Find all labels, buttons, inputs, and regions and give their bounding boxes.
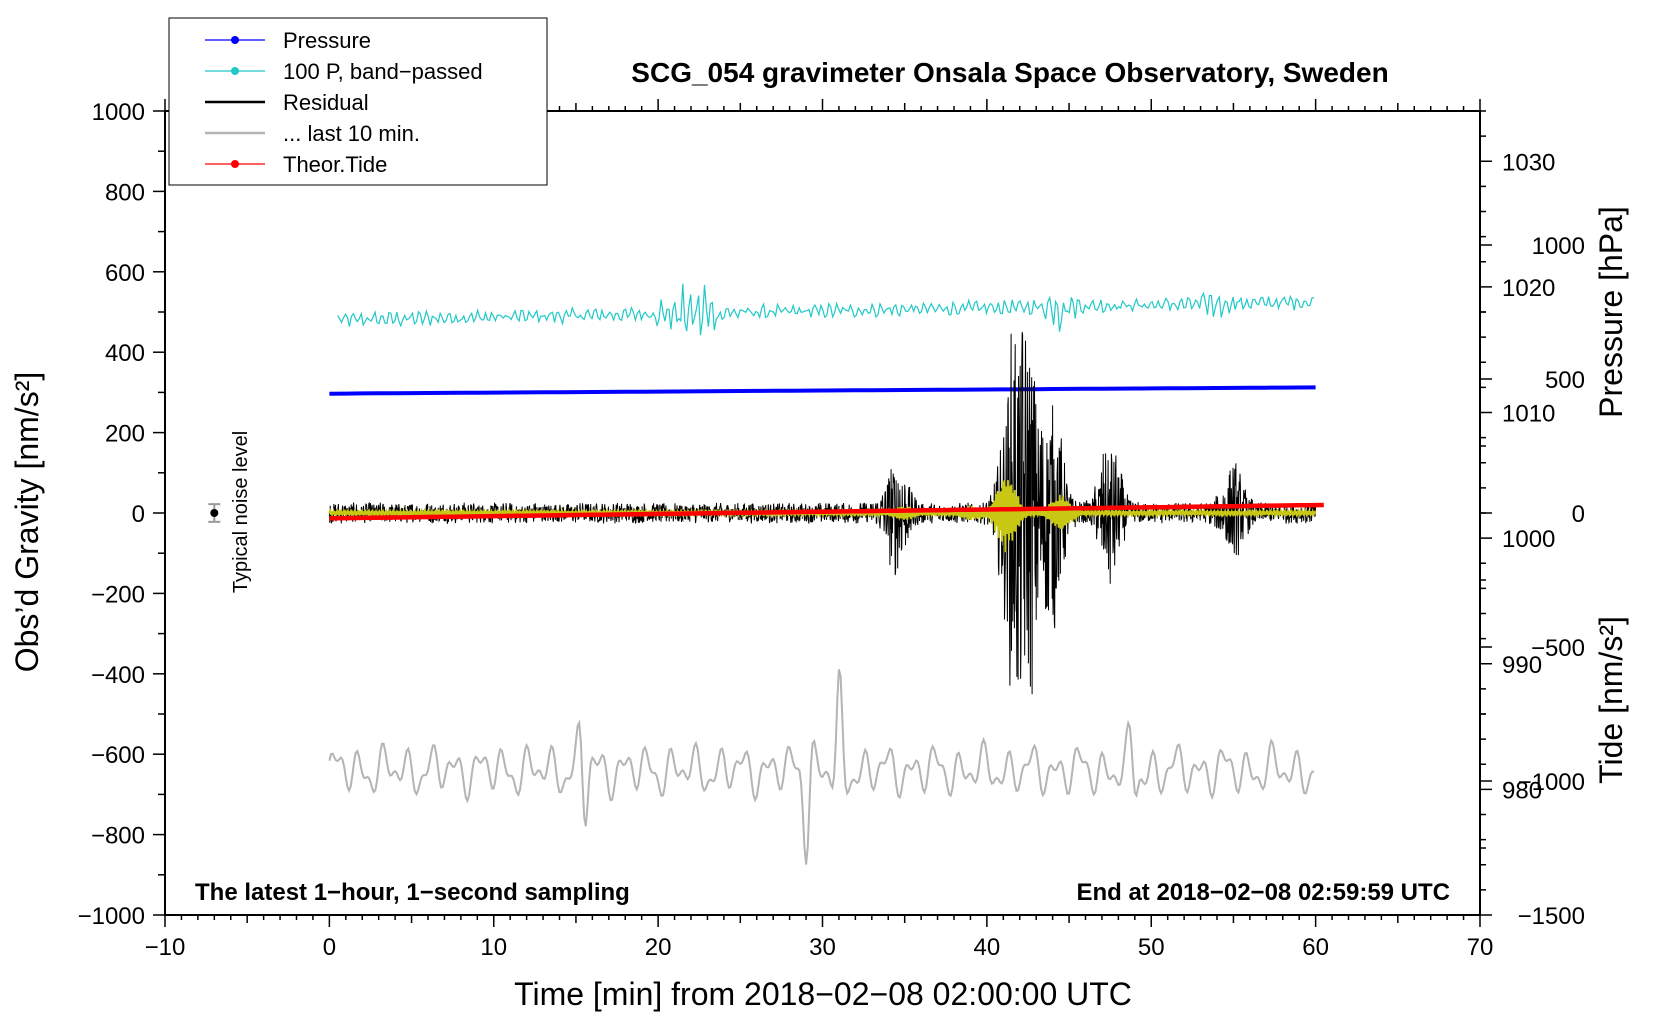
x-tick-label: 40 [974,934,1001,961]
series-last-10-min [328,669,1315,865]
x-tick-label: 0 [323,934,336,961]
pressure-tick-label: 1010 [1502,401,1555,428]
x-tick-label: 60 [1302,934,1329,961]
pressure-tick-label: 1020 [1502,275,1555,302]
pressure-tick-label: 1030 [1502,149,1555,176]
y-tick-label: −600 [91,742,145,769]
legend-label: Pressure [283,28,371,53]
tide-tick-label: 1000 [1532,233,1585,260]
y-tick-label: 600 [105,260,145,287]
pressure-tick-label: 1000 [1502,526,1555,553]
series-layer [328,283,1324,865]
y-tick-label: 800 [105,179,145,206]
tide-tick-label: −500 [1531,635,1585,662]
noise-level-marker [208,503,221,523]
tide-tick-label: −1500 [1518,903,1585,930]
annotation-sampling: The latest 1−hour, 1−second sampling [195,879,630,906]
legend-label: ... last 10 min. [283,121,420,146]
x-tick-label: 20 [645,934,672,961]
y-tick-label: 1000 [92,99,145,126]
annotation-end-time: End at 2018−02−08 02:59:59 UTC [1076,879,1450,906]
y-tick-label: −1000 [78,903,145,930]
y-axis-title-pressure: Pressure [hPa] [1593,206,1629,418]
y-tick-label: 200 [105,421,145,448]
y-axis-title-tide: Tide [nm/s²] [1593,616,1629,784]
x-tick-label: −10 [145,934,186,961]
pressure-tick-label: 980 [1502,777,1542,804]
tide-tick-label: 500 [1545,367,1585,394]
legend-label: Residual [283,90,369,115]
x-tick-label: 10 [480,934,507,961]
x-tick-label: 30 [809,934,836,961]
series-pressure [329,385,1316,396]
noise-dot [210,509,219,517]
legend-marker [231,67,239,75]
y-tick-label: 400 [105,340,145,367]
y-tick-label: −800 [91,823,145,850]
x-tick-label: 50 [1138,934,1165,961]
legend-marker [231,160,239,168]
tide-tick-label: −1000 [1518,769,1585,796]
legend-marker [231,36,239,44]
series-bandpassed-pressure [337,283,1315,336]
y-tick-label: −400 [91,662,145,689]
y-axis-title-gravity: Obs’d Gravity [nm/s²] [9,372,45,673]
y-tick-label: −200 [91,581,145,608]
legend-label: 100 P, band−passed [283,59,483,84]
noise-level-label: Typical noise level [230,431,252,593]
x-tick-label: 70 [1467,934,1494,961]
x-axis-title: Time [min] from 2018−02−08 02:00:00 UTC [514,976,1132,1012]
legend-label: Theor.Tide [283,152,387,177]
tide-tick-label: 0 [1572,501,1585,528]
y-tick-label: 0 [132,501,145,528]
chart-title: SCG_054 gravimeter Onsala Space Observat… [631,57,1388,88]
axes-layer: −10 0 10 20 30 40 50 60 7010008006004002000−200−… [78,99,1585,961]
pressure-tick-label: 990 [1502,652,1542,679]
legend: Pressure 100 P, band−passed Residual ... la… [168,17,548,186]
series-theor-tide [329,502,1324,521]
